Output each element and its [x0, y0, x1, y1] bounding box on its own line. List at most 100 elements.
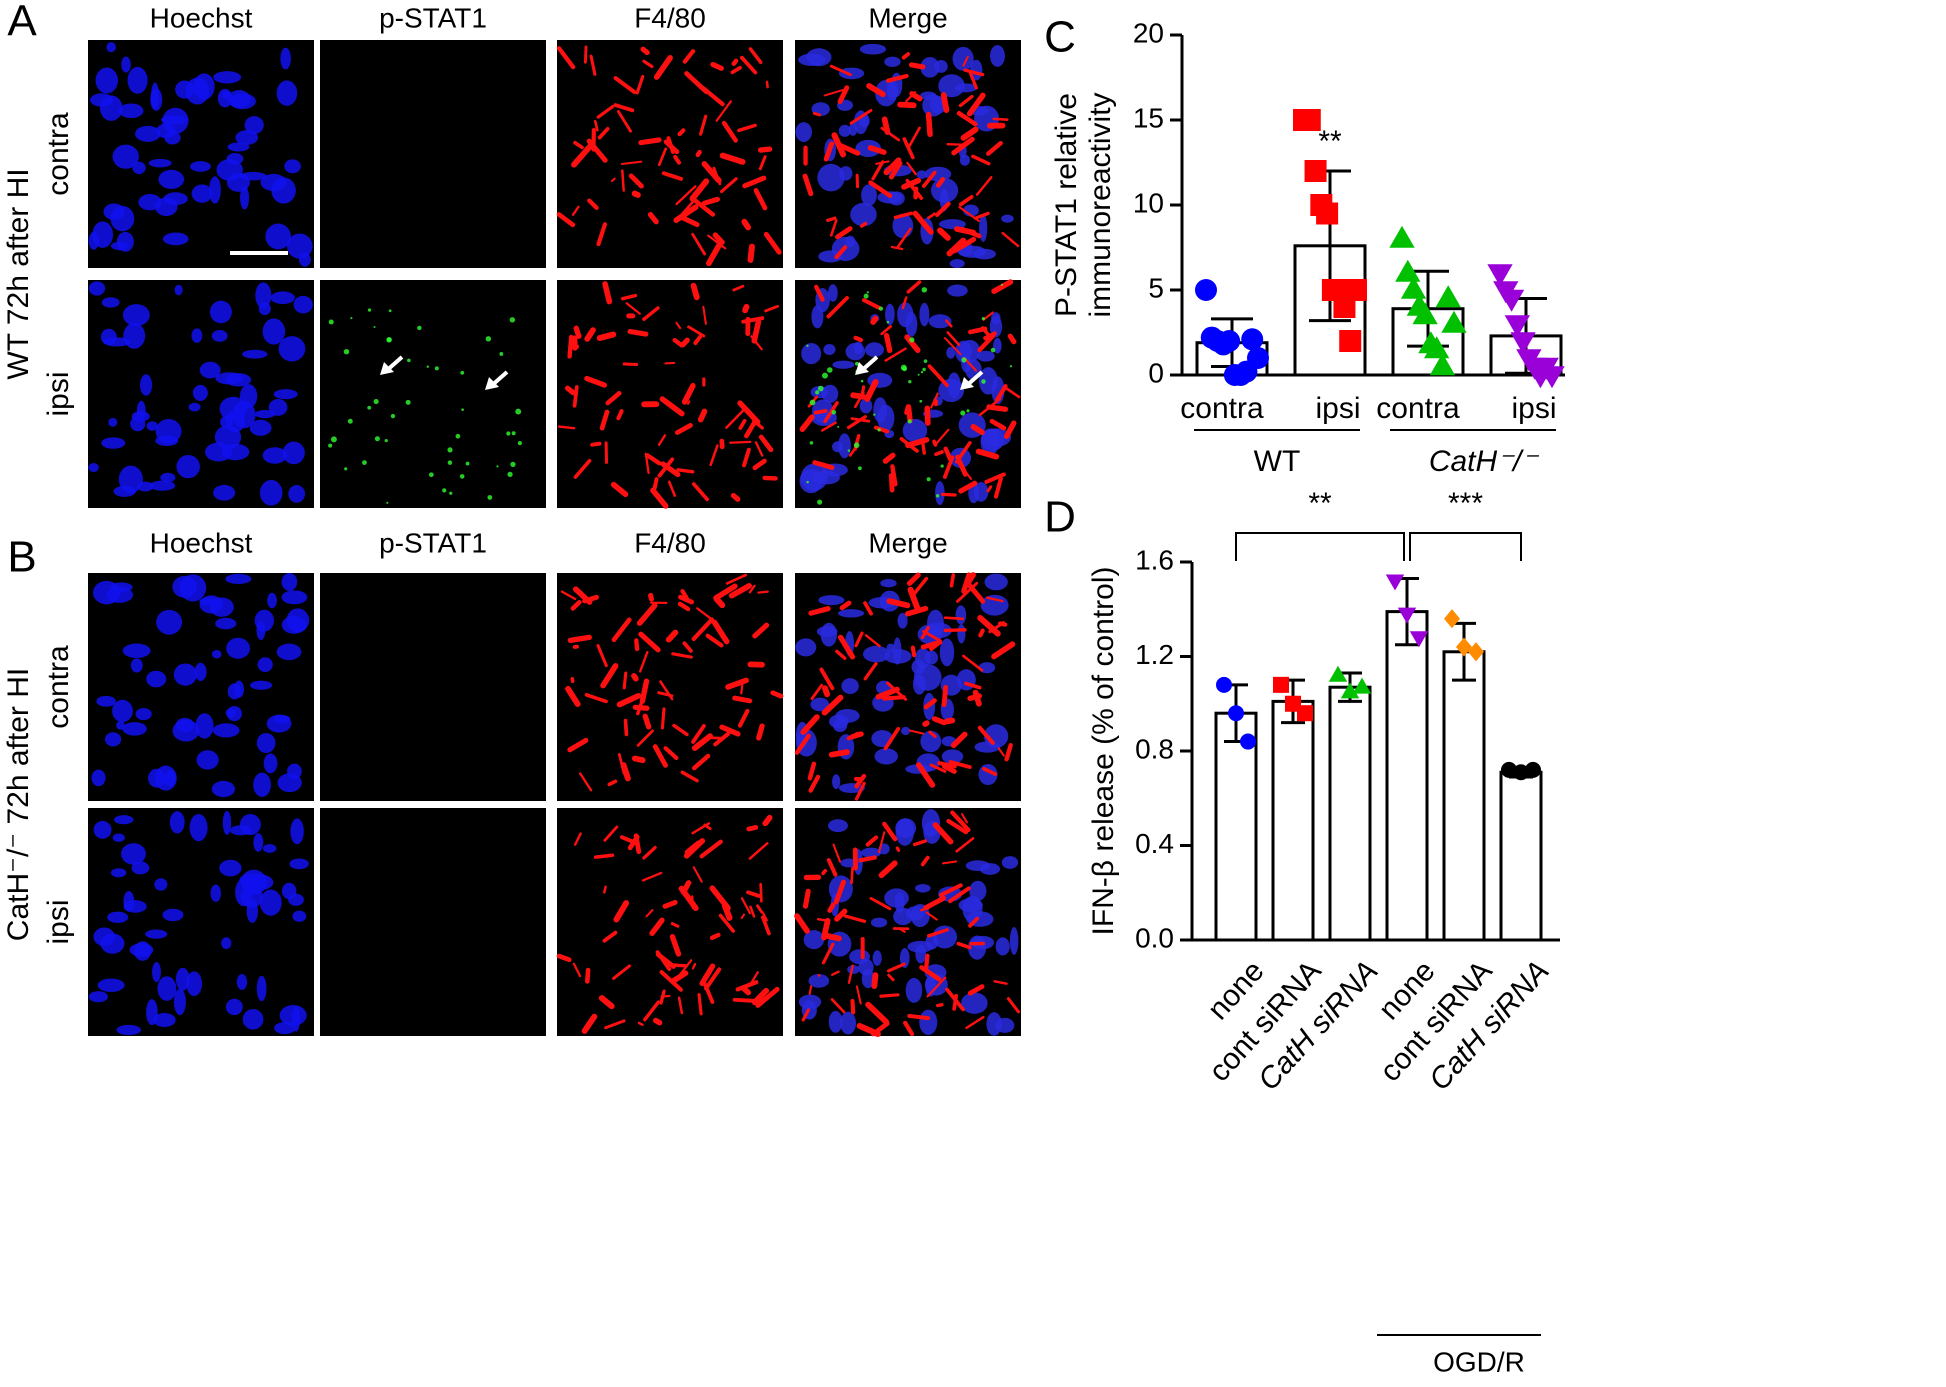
nucleus [89, 281, 105, 295]
macrophage-process [744, 222, 748, 228]
stat1-signal [507, 472, 512, 477]
nucleus [966, 860, 991, 871]
nucleus [131, 658, 143, 672]
stat1-signal [960, 411, 965, 416]
micrograph [795, 280, 1021, 508]
nucleus [271, 291, 295, 304]
macrophage-process [570, 337, 572, 356]
stat1-signal [854, 442, 860, 448]
nucleus [996, 937, 1010, 955]
nucleus [103, 203, 124, 220]
column-header: Merge [868, 2, 947, 33]
nucleus [795, 122, 812, 142]
bar [1501, 772, 1541, 940]
nucleus [232, 401, 255, 428]
macrophage-process [909, 1016, 928, 1018]
nucleus [174, 663, 197, 685]
micrograph [320, 280, 546, 508]
stat1-signal [922, 287, 927, 292]
macrophage-process [585, 47, 586, 62]
nucleus [984, 574, 1007, 591]
nucleus [956, 605, 967, 624]
stat1-signal [350, 317, 352, 319]
data-point [1247, 347, 1269, 369]
nucleus [913, 674, 926, 694]
stat1-signal [1010, 365, 1012, 367]
stat1-signal [368, 308, 371, 311]
nucleus [162, 909, 183, 921]
stat1-signal [391, 414, 395, 418]
nucleus [170, 811, 185, 833]
x-tick-label: ipsi [1511, 392, 1556, 425]
nucleus [92, 221, 113, 247]
stat1-signal [941, 464, 944, 467]
nucleus [1010, 927, 1019, 955]
stat1-signal [848, 449, 851, 452]
macrophage-process [884, 697, 904, 698]
stat1-signal [927, 477, 931, 481]
group-label: OGD/R [1433, 1346, 1525, 1377]
nucleus [274, 389, 298, 399]
nucleus [100, 933, 124, 953]
nucleus [221, 937, 231, 949]
macrophage-process [759, 592, 768, 593]
nucleus [161, 115, 187, 124]
data-point [1297, 705, 1313, 721]
column-header: p-STAT1 [379, 2, 487, 33]
macrophage-process [630, 332, 646, 335]
macrophage-process [913, 648, 914, 655]
stat1-signal [367, 406, 371, 410]
nucleus [917, 170, 927, 179]
stat1-signal [902, 367, 907, 372]
macrophage-process [873, 319, 875, 322]
micrograph-background [320, 40, 546, 268]
macrophage-process [885, 119, 888, 132]
nucleus [838, 433, 851, 458]
y-tick-label: 0.4 [1135, 828, 1174, 859]
nucleus [154, 878, 167, 890]
nucleus [149, 159, 172, 168]
nucleus [818, 595, 844, 605]
macrophage-process [733, 496, 737, 500]
nucleus [832, 774, 840, 789]
y-tick-label: 5 [1148, 272, 1164, 303]
nucleus [839, 166, 852, 181]
y-tick-label: 1.2 [1135, 639, 1174, 670]
macrophage-process [818, 919, 827, 921]
significance-label: *** [1448, 487, 1483, 520]
nucleus [284, 159, 301, 173]
nucleus [875, 748, 898, 764]
nucleus [138, 194, 161, 210]
nucleus [121, 57, 131, 73]
stat1-signal [329, 319, 334, 324]
stat1-signal [456, 434, 461, 439]
macrophage-process [674, 965, 686, 966]
macrophage-process [692, 896, 693, 908]
nucleus [195, 713, 213, 738]
nucleus [1002, 856, 1018, 869]
nucleus [197, 750, 219, 769]
nucleus [245, 116, 264, 134]
micrograph-background [320, 808, 546, 1036]
macrophage-process [945, 630, 965, 631]
nucleus [798, 54, 826, 66]
nucleus [152, 962, 161, 982]
panel-label: A [7, 0, 37, 46]
nucleus [931, 178, 958, 203]
nucleus [257, 976, 267, 1001]
nucleus [148, 769, 165, 788]
nucleus [950, 259, 965, 268]
nucleus [823, 344, 835, 355]
micrograph [795, 40, 1021, 268]
stat1-signal [406, 400, 411, 405]
stat1-signal [447, 447, 452, 452]
nucleus [828, 819, 848, 832]
macrophage-process [624, 364, 636, 365]
x-tick-label: ipsi [1315, 392, 1360, 425]
stat1-signal [877, 428, 880, 431]
bar [1444, 652, 1484, 940]
stat1-signal [518, 441, 522, 445]
y-axis-label: P-STAT1 relative [1050, 93, 1083, 317]
micrograph [795, 573, 1021, 801]
macrophage-process [735, 1000, 753, 1001]
